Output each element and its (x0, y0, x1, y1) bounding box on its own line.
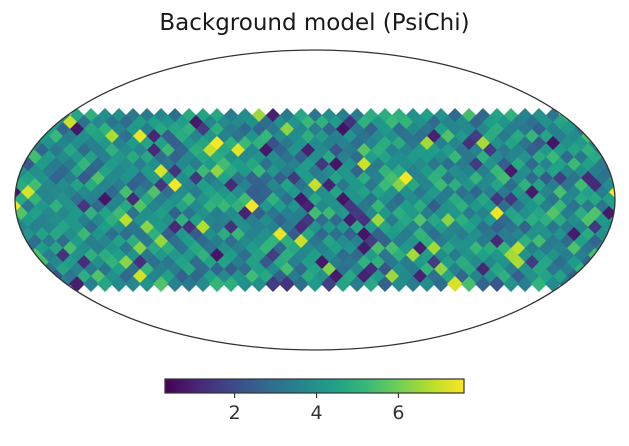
skymap-pixel (433, 276, 449, 292)
skymap-pixel (15, 157, 22, 173)
skymap-frame (14, 49, 616, 351)
skymap-pixel (265, 276, 281, 292)
skymap-pixel (531, 276, 547, 292)
colorbar-tick-label: 6 (392, 402, 404, 424)
skymap-pixel (223, 276, 239, 292)
skymap-pixel (419, 276, 435, 292)
skymap-pixels (0, 108, 629, 292)
skymap-pixel (153, 276, 169, 292)
skymap-pixel (475, 276, 491, 292)
skymap-pixel (608, 157, 615, 173)
skymap-pixel (293, 276, 309, 292)
skymap-pixel (83, 276, 99, 292)
skymap-pixel (111, 276, 127, 292)
skymap-pixel (307, 276, 323, 292)
skymap-pixel (321, 276, 337, 292)
skymap-pixel (461, 276, 477, 292)
skymap-pixel (503, 276, 519, 292)
skymap-pixel (97, 276, 113, 292)
colorbar-tick-label: 4 (311, 402, 323, 424)
skymap-pixel (0, 206, 15, 222)
skymap-pixel (615, 192, 629, 208)
skymap-pixel (209, 276, 225, 292)
skymap-pixel (608, 227, 615, 243)
skymap-pixel (391, 276, 407, 292)
skymap-pixel (195, 276, 211, 292)
skymap-pixel (615, 206, 629, 222)
skymap-pixel (15, 227, 22, 243)
chart-title: Background model (PsiChi) (159, 10, 470, 36)
skymap-pixel (181, 276, 197, 292)
skymap-pixel (377, 276, 393, 292)
colorbar: 2 4 6 (164, 378, 465, 424)
skymap-pixel (279, 276, 295, 292)
skymap-pixel (0, 192, 15, 208)
colorbar-tick-label: 2 (229, 402, 241, 424)
skymap-pixel (125, 276, 141, 292)
skymap-pixel (167, 276, 183, 292)
skymap-pixel (405, 276, 421, 292)
skymap-pixel (363, 276, 379, 292)
skymap-pixel (237, 276, 253, 292)
skymap-pixel (139, 276, 155, 292)
skymap-pixel (517, 276, 533, 292)
skymap-pixel (489, 276, 505, 292)
skymap-pixel (335, 276, 351, 292)
colorbar-gradient (164, 378, 465, 394)
skymap-pixel (447, 276, 463, 292)
skymap-pixel (251, 276, 267, 292)
skymap-pixel (615, 178, 629, 194)
skymap-pixel (349, 276, 365, 292)
skymap-pixel (0, 178, 15, 194)
